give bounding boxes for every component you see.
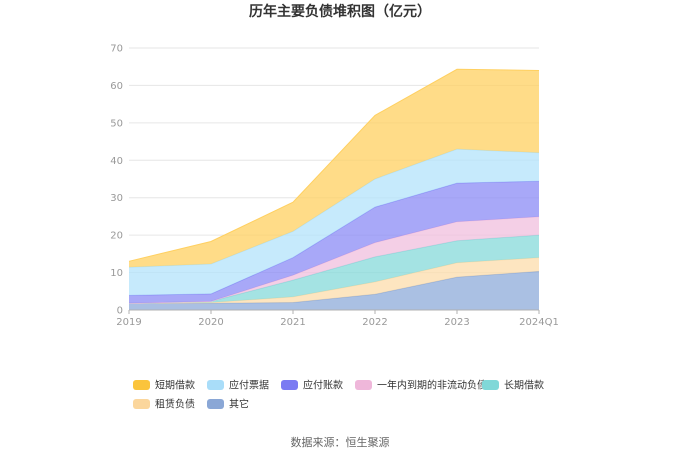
x-tick-label: 2020 bbox=[198, 317, 223, 328]
area-series-5 bbox=[129, 149, 539, 296]
legend-swatch bbox=[133, 380, 150, 390]
area-series-2 bbox=[129, 235, 539, 304]
legend-label: 应付账款 bbox=[303, 379, 343, 392]
legend-label: 其它 bbox=[229, 398, 249, 411]
source-note: 数据来源：恒生聚源 bbox=[291, 435, 390, 449]
y-tick-label: 0 bbox=[117, 306, 123, 317]
legend-label: 长期借款 bbox=[504, 379, 544, 392]
y-tick-label: 20 bbox=[110, 231, 123, 242]
area-series-1 bbox=[129, 257, 539, 304]
x-tick-label: 2019 bbox=[116, 317, 141, 328]
x-tick-label: 2024Q1 bbox=[519, 317, 559, 328]
series-areas bbox=[128, 68, 540, 310]
y-tick-label: 50 bbox=[110, 118, 123, 129]
chart-title: 历年主要负债堆积图（亿元） bbox=[249, 3, 431, 20]
legend-swatch bbox=[281, 380, 298, 390]
x-tick-label: 2022 bbox=[362, 317, 387, 328]
legend-label: 一年内到期的非流动负债 bbox=[377, 379, 487, 392]
legend-swatch bbox=[207, 399, 224, 409]
y-tick-label: 70 bbox=[110, 44, 123, 55]
x-tick-label: 2023 bbox=[444, 317, 469, 328]
axis: 2019 2020 2021 2022 2023 2024Q1 bbox=[116, 309, 559, 328]
y-tick-label: 40 bbox=[110, 156, 123, 167]
legend-label: 应付票据 bbox=[229, 379, 269, 392]
x-tick-label: 2021 bbox=[280, 317, 305, 328]
legend-swatch bbox=[207, 380, 224, 390]
area-series-0 bbox=[129, 271, 539, 310]
area-series-3 bbox=[129, 216, 539, 304]
y-tick-label: 30 bbox=[110, 193, 123, 204]
legend-swatch bbox=[133, 399, 150, 409]
y-tick-label: 60 bbox=[110, 81, 123, 92]
legend-swatch bbox=[482, 380, 499, 390]
legend-label: 租赁负债 bbox=[155, 398, 195, 411]
area-edge-6 bbox=[128, 68, 540, 262]
area-series-4 bbox=[129, 181, 539, 304]
y-tick-label: 10 bbox=[110, 268, 123, 279]
legend-label: 短期借款 bbox=[155, 379, 195, 392]
legend-swatch bbox=[355, 380, 372, 390]
area-series-6 bbox=[129, 69, 539, 268]
